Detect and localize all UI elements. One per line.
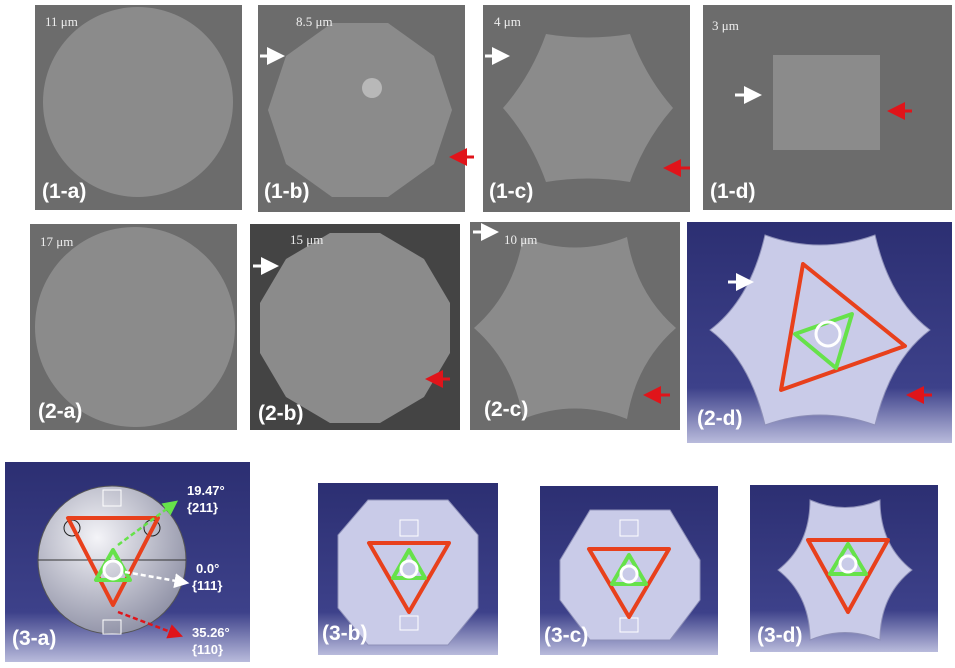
scale: 10 μm — [504, 232, 537, 247]
scale: 8.5 μm — [296, 14, 333, 29]
panel: 4 μm (1-c) — [483, 5, 690, 212]
angle: 0.0° — [196, 561, 219, 576]
scale: 11 μm — [45, 14, 78, 29]
plane: {110} — [192, 642, 223, 657]
crystal — [268, 23, 452, 197]
circle — [619, 564, 639, 584]
angle: 19.47° — [187, 483, 225, 498]
panel-label: (2-c) — [484, 398, 528, 421]
plane: {211} — [187, 500, 218, 515]
scale: 4 μm — [494, 14, 521, 29]
crystal — [260, 233, 450, 423]
triangle — [587, 547, 671, 619]
plane: {111} — [192, 578, 222, 593]
panel-label: (2-d) — [697, 407, 743, 430]
arrow — [117, 610, 184, 639]
panel-label: (3-d) — [757, 624, 803, 647]
panel: (2-d) — [687, 222, 952, 443]
panel: 11 μm (1-a) — [35, 5, 242, 210]
panel: 17 μm (2-a) — [30, 224, 237, 430]
arrow — [124, 570, 190, 589]
triangle — [828, 542, 868, 576]
scale: 17 μm — [40, 234, 73, 249]
circle — [399, 559, 419, 579]
triangle — [610, 553, 648, 586]
square — [399, 615, 419, 631]
triangle — [66, 516, 160, 607]
panel: 3 μm (1-d) — [703, 5, 952, 210]
panel-label: (1-d) — [710, 180, 756, 203]
circle — [102, 559, 124, 581]
crystal — [773, 55, 880, 150]
circle — [814, 320, 842, 348]
triangle — [367, 541, 451, 614]
scale: 15 μm — [290, 232, 323, 247]
panel: (3-b) — [318, 483, 498, 655]
crystal — [474, 237, 676, 419]
panel-label: (3-b) — [322, 622, 368, 645]
panel-label: (3-a) — [12, 627, 56, 650]
spot — [362, 78, 382, 98]
panel: 8.5 μm (1-b) — [258, 5, 474, 212]
angle: 35.26° — [192, 625, 230, 640]
panel: (3-c) — [540, 486, 718, 655]
panel: 19.47° {211} 0.0° {111} 35.26° {110} (3-… — [5, 462, 250, 662]
square — [399, 519, 419, 537]
circle — [838, 554, 858, 574]
crystal — [43, 7, 233, 197]
arrow — [117, 500, 179, 547]
panel-label: (2-a) — [38, 400, 82, 423]
square — [619, 519, 639, 537]
square — [102, 619, 122, 635]
scale: 3 μm — [712, 18, 739, 33]
panel: 10 μm (2-c) — [470, 222, 680, 430]
crystal — [35, 227, 235, 427]
crystal-model — [337, 499, 479, 646]
panel-label: (2-b) — [258, 402, 304, 425]
crystal — [503, 34, 673, 182]
panel: (3-d) — [750, 485, 938, 652]
panel-label: (1-b) — [264, 180, 310, 203]
panel-label: (1-c) — [489, 180, 533, 203]
panel: 15 μm (2-b) — [250, 224, 460, 430]
panel-label: (1-a) — [42, 180, 86, 203]
triangle — [779, 262, 907, 392]
square — [102, 489, 122, 507]
crystal-model — [559, 509, 701, 641]
crystal-model — [709, 234, 931, 426]
triangle — [806, 538, 890, 614]
panel-label: (3-c) — [544, 624, 588, 647]
